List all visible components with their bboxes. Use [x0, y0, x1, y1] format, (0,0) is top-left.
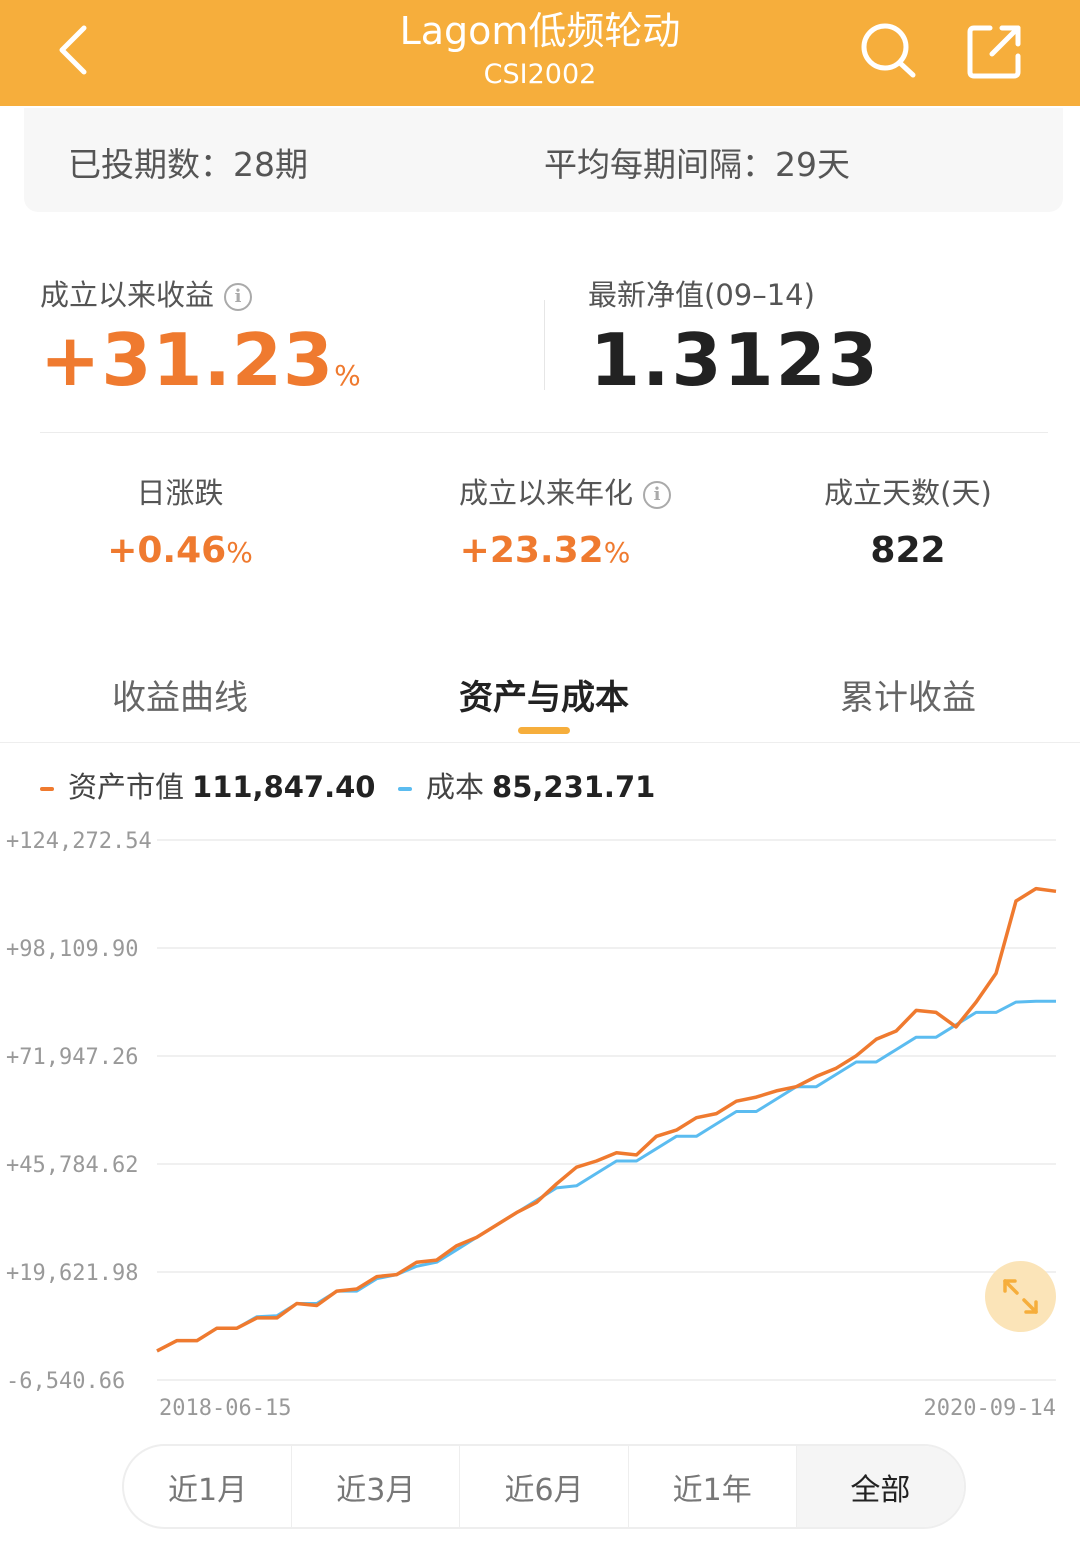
app-header: Lagom低频轮动 CSI2002	[0, 0, 1080, 106]
total-return-value: +31.23%	[40, 318, 362, 402]
tab-asset-cost[interactable]: 资产与成本	[459, 678, 629, 718]
x-tick-label: 2018-06-15	[159, 1396, 291, 1421]
range-option-3[interactable]: 近1年	[629, 1446, 797, 1527]
divider	[0, 742, 1080, 743]
period-info: 已投期数：28期 平均每期间隔：29天	[24, 108, 1063, 212]
search-icon[interactable]	[858, 20, 920, 82]
expand-button[interactable]	[985, 1261, 1056, 1332]
divider	[40, 432, 1048, 433]
y-tick-label: +71,947.26	[6, 1045, 138, 1070]
annualized-label: 成立以来年化 i	[400, 470, 730, 512]
share-icon[interactable]	[964, 20, 1026, 82]
page-subtitle: CSI2002	[483, 59, 597, 90]
time-range-selector: 近1月 近3月 近6月 近1年 全部	[122, 1444, 966, 1529]
range-option-2[interactable]: 近6月	[460, 1446, 629, 1527]
legend-swatch-asset	[40, 787, 54, 791]
legend-cost: 成本 85,231.71	[398, 764, 655, 806]
tab-indicator	[518, 727, 570, 734]
y-tick-label: +124,272.54	[6, 829, 152, 854]
range-option-4[interactable]: 全部	[796, 1446, 964, 1527]
days-label: 成立天数(天)	[824, 476, 992, 510]
page-title: Lagom低频轮动	[399, 9, 681, 53]
invested-periods: 已投期数：28期	[68, 145, 308, 184]
info-icon[interactable]: i	[643, 481, 671, 509]
x-tick-label: 2020-09-14	[924, 1396, 1056, 1421]
expand-icon	[1003, 1279, 1038, 1314]
range-option-0[interactable]: 近1月	[124, 1446, 293, 1527]
chevron-left-icon[interactable]	[50, 22, 98, 78]
y-tick-label: +45,784.62	[6, 1153, 138, 1178]
nav-value: 1.3123	[590, 318, 880, 402]
daily-change-value: +0.46%	[107, 530, 253, 571]
legend-asset: 资产市值 111,847.40	[40, 764, 375, 806]
annualized-value: +23.32%	[459, 530, 631, 571]
series-line-cost	[156, 999, 1056, 1353]
info-icon[interactable]: i	[224, 283, 253, 311]
total-return-label: 成立以来收益 i	[40, 272, 253, 314]
days-value: 822	[870, 530, 946, 571]
series-line-asset	[156, 886, 1057, 1353]
range-option-1[interactable]: 近3月	[292, 1446, 461, 1527]
average-interval: 平均每期间隔：29天	[544, 145, 850, 184]
tab-cumulative-return[interactable]: 累计收益	[840, 678, 976, 718]
divider	[544, 300, 545, 390]
daily-change-label: 日涨跌	[136, 476, 224, 510]
y-tick-label: -6,540.66	[6, 1369, 125, 1394]
legend-swatch-cost	[398, 787, 412, 791]
y-tick-label: +19,621.98	[6, 1261, 138, 1286]
y-tick-label: +98,109.90	[6, 937, 138, 962]
asset-cost-chart[interactable]: +124,272.54 +98,109.90 +71,947.26 +45,784.6…	[0, 820, 1080, 1430]
nav-label: 最新净值(09–14)	[588, 278, 815, 312]
tab-return-curve[interactable]: 收益曲线	[112, 678, 248, 718]
